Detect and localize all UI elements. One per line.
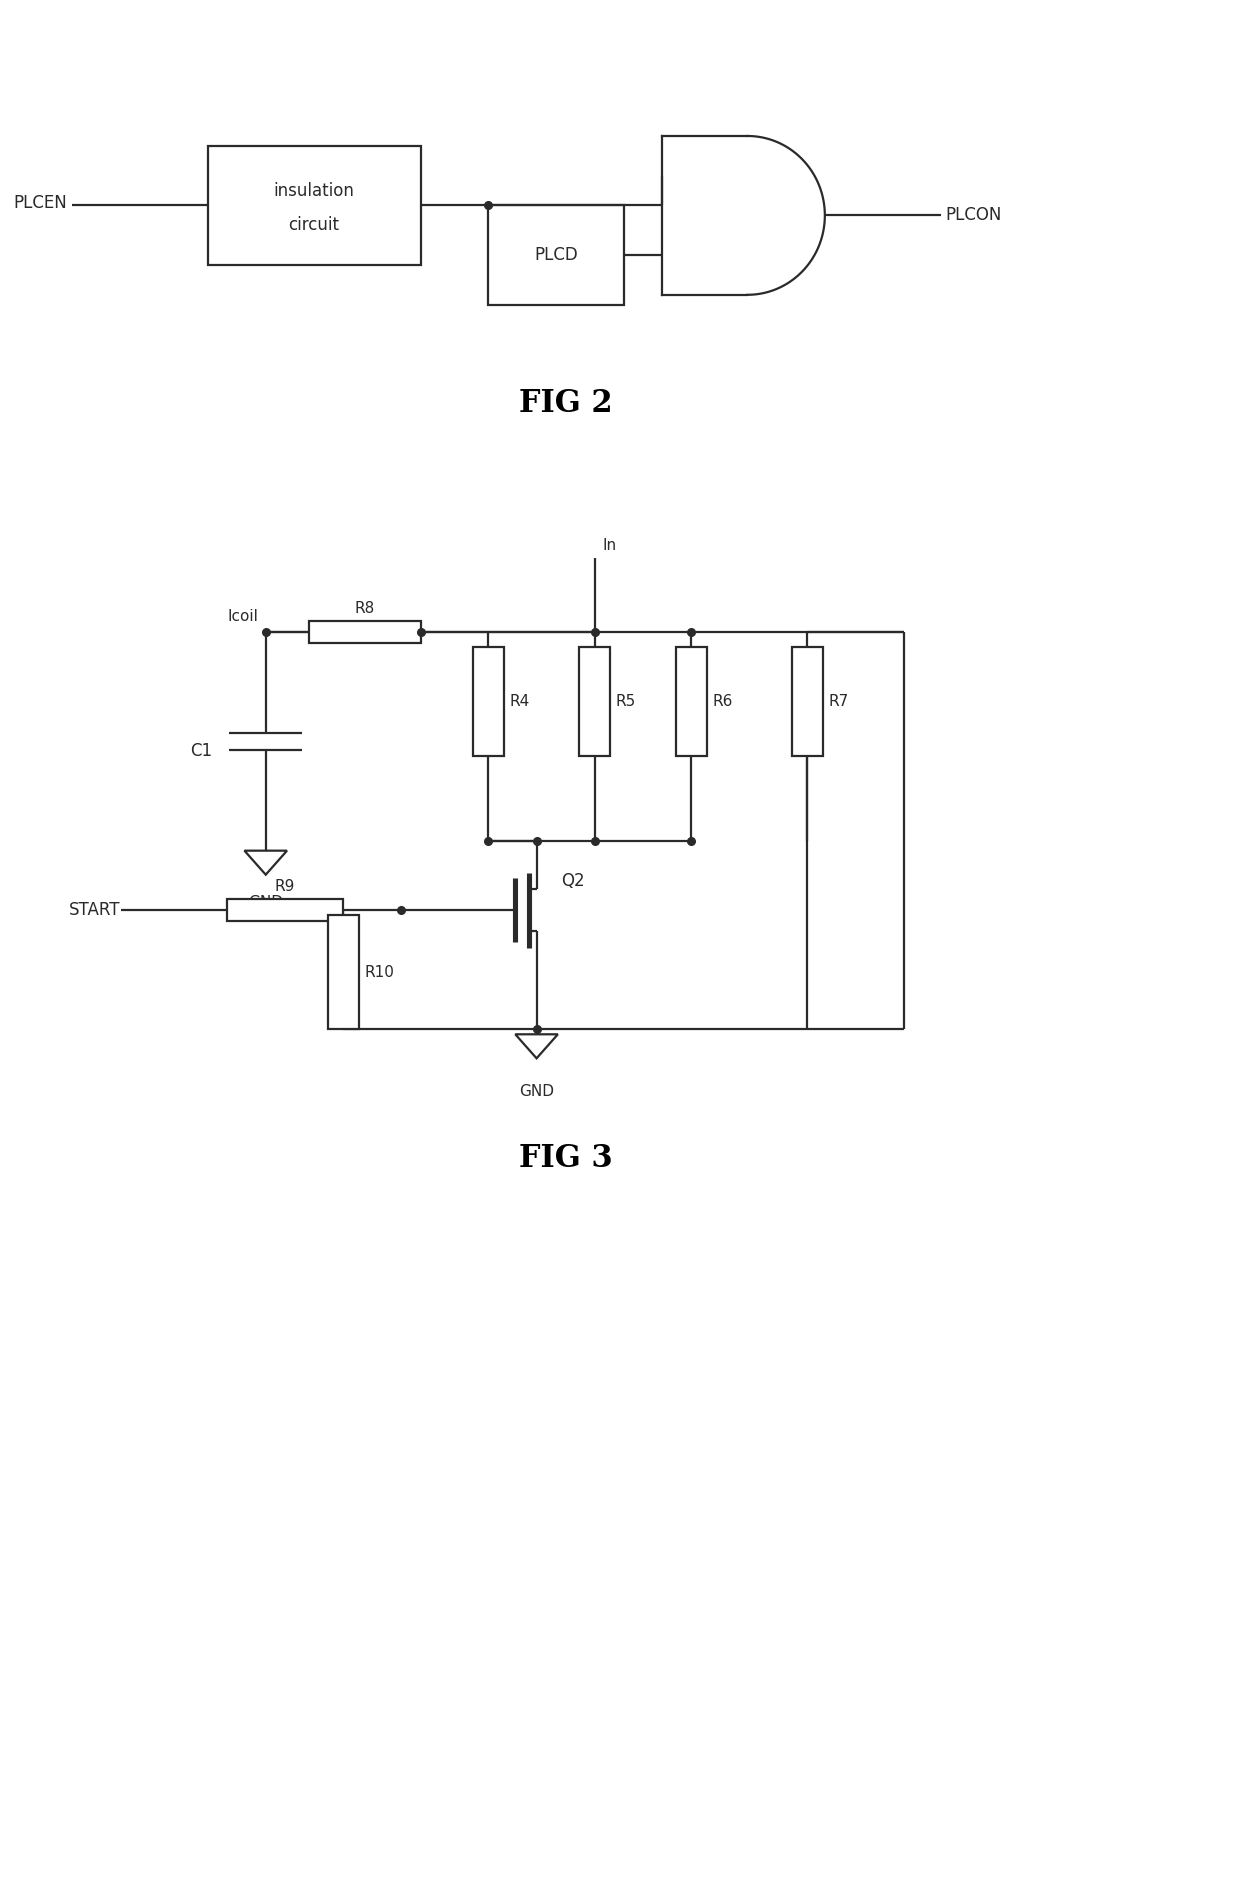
Polygon shape (327, 916, 358, 1030)
Text: FIG 3: FIG 3 (518, 1143, 613, 1173)
Polygon shape (309, 622, 420, 643)
Text: FIG 2: FIG 2 (518, 389, 613, 419)
Text: R4: R4 (510, 694, 529, 709)
Text: PLCON: PLCON (946, 207, 1002, 224)
Text: R10: R10 (365, 964, 394, 979)
Polygon shape (792, 647, 823, 756)
Polygon shape (676, 647, 707, 756)
Text: insulation: insulation (274, 182, 355, 199)
Text: Icoil: Icoil (227, 609, 258, 624)
Text: R6: R6 (713, 694, 733, 709)
Text: R5: R5 (616, 694, 636, 709)
Text: PLCD: PLCD (534, 246, 578, 263)
Text: In: In (603, 538, 616, 553)
Polygon shape (227, 899, 343, 921)
Text: Q2: Q2 (560, 872, 584, 891)
Polygon shape (579, 647, 610, 756)
Text: PLCEN: PLCEN (14, 194, 67, 212)
Text: R9: R9 (275, 880, 295, 895)
Text: circuit: circuit (289, 216, 340, 235)
Text: R8: R8 (355, 602, 374, 617)
Text: GND: GND (248, 895, 283, 910)
Text: C1: C1 (191, 743, 212, 760)
Text: GND: GND (520, 1085, 554, 1100)
Polygon shape (472, 647, 503, 756)
Text: START: START (69, 901, 120, 919)
Text: R7: R7 (828, 694, 849, 709)
